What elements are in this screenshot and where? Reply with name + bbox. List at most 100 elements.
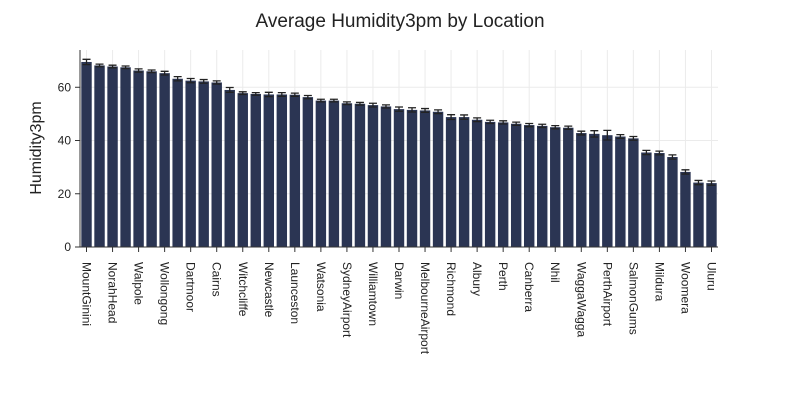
error-bar — [499, 120, 508, 125]
x-tick-label: MelbourneAirport — [418, 262, 432, 355]
x-tick-label: Darwin — [392, 262, 406, 299]
bar — [133, 70, 144, 247]
bar — [667, 157, 678, 247]
error-bar — [82, 58, 91, 66]
error-bar — [434, 109, 443, 115]
bar — [563, 127, 574, 247]
bar — [471, 119, 483, 247]
bar — [523, 125, 535, 247]
error-bar — [173, 75, 182, 82]
error-bar — [264, 91, 273, 98]
error-bar — [460, 114, 469, 120]
bar — [224, 89, 235, 247]
x-tick-label: Launceston — [288, 262, 302, 324]
x-tick-label: SydneyAirport — [340, 262, 354, 338]
x-tick-label: Cairns — [210, 262, 224, 297]
bar — [198, 81, 209, 247]
bar — [693, 182, 704, 247]
bar — [497, 122, 509, 247]
bar — [120, 67, 131, 248]
error-bar — [95, 63, 104, 68]
y-axis-label: Humidity3pm — [28, 101, 45, 194]
bar — [315, 100, 327, 247]
bar — [107, 66, 118, 247]
y-tick-label: 20 — [58, 187, 72, 201]
bar — [172, 78, 183, 248]
error-bar — [277, 91, 286, 97]
x-tick-label: NorahHead — [106, 262, 120, 323]
chart-title: Average Humidity3pm by Location — [255, 11, 544, 32]
x-tick-label: Dartmoor — [184, 262, 198, 312]
y-tick-label: 60 — [58, 80, 72, 94]
bar — [458, 117, 470, 247]
x-tick-label: Perth — [496, 262, 510, 291]
y-tick-label: 0 — [64, 240, 71, 254]
bar — [654, 153, 665, 247]
error-bar — [134, 68, 143, 73]
error-bar — [681, 169, 690, 175]
error-bar — [447, 114, 456, 121]
x-tick-label: Wollongong — [158, 262, 172, 325]
bar — [602, 135, 613, 247]
error-bar — [186, 77, 195, 84]
bar — [289, 94, 301, 247]
bar — [628, 138, 639, 247]
x-tick-label: WaggaWagga — [574, 262, 588, 337]
error-bar — [160, 70, 169, 76]
error-bar — [147, 69, 156, 74]
bar — [367, 105, 379, 248]
error-bar — [368, 102, 377, 108]
bar — [94, 65, 105, 247]
error-bar — [329, 98, 338, 103]
error-bar — [408, 107, 417, 113]
error-bar — [538, 123, 547, 129]
y-tick-label: 40 — [58, 134, 72, 148]
bar — [576, 133, 587, 247]
bar — [250, 93, 261, 247]
error-bar — [355, 101, 364, 106]
error-bar — [512, 121, 521, 126]
x-tick-label: Nhil — [548, 262, 562, 283]
bar — [159, 73, 170, 247]
bar — [484, 121, 496, 247]
error-bar — [525, 122, 534, 128]
bar — [419, 110, 431, 247]
error-bar — [238, 91, 247, 96]
bar — [341, 103, 353, 247]
bar — [328, 100, 340, 247]
error-bar — [577, 130, 586, 136]
bar — [354, 103, 366, 248]
x-tick-label: Richmond — [444, 262, 458, 316]
error-bar — [251, 91, 260, 96]
bar — [81, 61, 92, 247]
x-tick-label: SalmonGums — [626, 262, 640, 335]
error-bar — [707, 180, 716, 186]
error-bar — [121, 65, 130, 70]
bar — [406, 109, 418, 247]
error-bar — [668, 154, 677, 160]
bar — [589, 133, 600, 247]
bar — [680, 171, 691, 247]
x-tick-label: MountGinini — [80, 262, 94, 326]
error-bar — [303, 94, 312, 100]
bar — [510, 123, 522, 247]
error-bar — [486, 119, 495, 125]
error-bar — [564, 125, 573, 130]
bar — [302, 97, 314, 247]
x-tick-label: Walpole — [132, 262, 146, 305]
error-bar — [551, 124, 560, 130]
bar — [211, 82, 222, 247]
error-bar — [108, 64, 117, 69]
error-bar — [473, 117, 482, 123]
error-bar — [381, 104, 390, 109]
error-bar — [199, 78, 208, 84]
bar — [393, 109, 405, 247]
error-bar — [225, 86, 234, 93]
error-bar — [655, 150, 664, 156]
error-bar — [642, 149, 651, 156]
x-tick-label: Uluru — [704, 262, 718, 291]
bar — [550, 127, 561, 247]
bar — [537, 125, 548, 247]
bar — [615, 136, 626, 247]
